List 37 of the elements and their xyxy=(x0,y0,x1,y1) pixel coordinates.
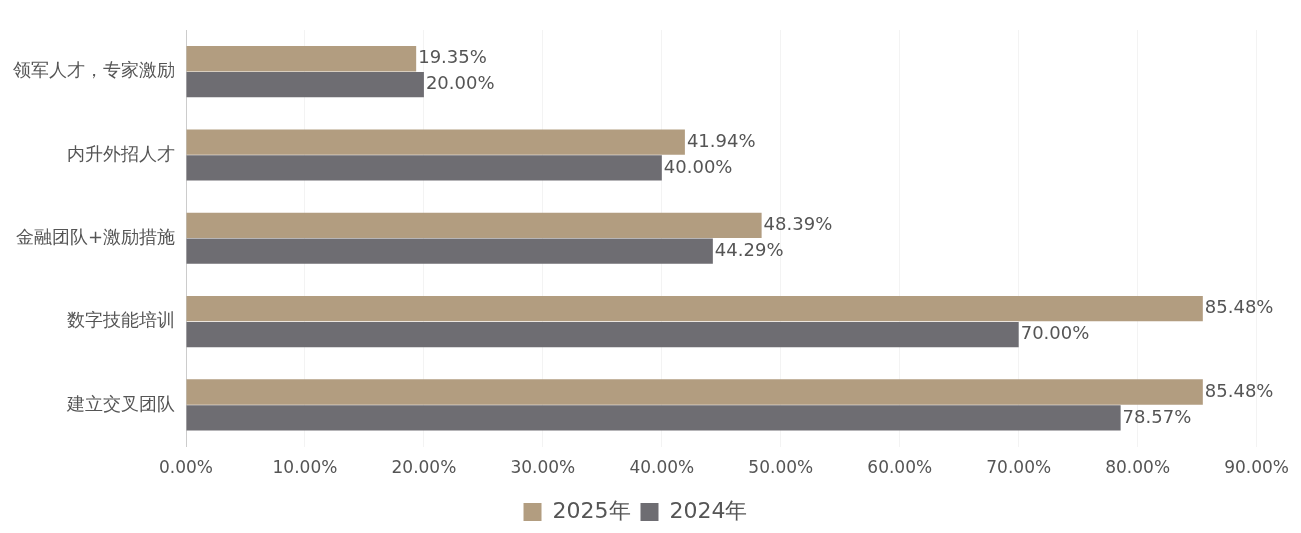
legend-label: 2024年 xyxy=(669,497,748,523)
data-label: 70.00% xyxy=(1020,322,1090,344)
data-label: 41.94% xyxy=(686,129,756,151)
bar xyxy=(186,405,1121,431)
y-tick-label: 数字技能培训 xyxy=(67,309,175,331)
x-tick-label: 20.00% xyxy=(391,457,457,478)
x-tick-label: 40.00% xyxy=(629,457,695,478)
bar xyxy=(186,212,762,239)
x-tick-label: 70.00% xyxy=(986,457,1052,478)
bar xyxy=(186,155,662,181)
x-tick-label: 50.00% xyxy=(748,457,814,478)
bar xyxy=(186,379,1203,405)
y-tick-label: 金融团队+激励措施 xyxy=(15,225,175,247)
bar xyxy=(186,296,1203,322)
data-label: 85.48% xyxy=(1204,296,1274,318)
data-label: 78.57% xyxy=(1122,405,1192,427)
x-tick-label: 30.00% xyxy=(510,457,576,478)
data-label: 48.39% xyxy=(763,213,833,235)
data-label: 44.29% xyxy=(714,238,784,260)
data-label: 20.00% xyxy=(425,72,495,94)
y-tick-label: 内升外招人才 xyxy=(67,142,175,164)
data-label: 19.35% xyxy=(418,46,487,68)
y-tick-label: 领军人才，专家激励 xyxy=(13,59,175,81)
x-tick-label: 90.00% xyxy=(1224,457,1289,478)
legend-label: 2025年 xyxy=(552,497,631,523)
data-label: 40.00% xyxy=(663,155,733,177)
bar xyxy=(186,71,424,98)
x-tick-label: 80.00% xyxy=(1105,457,1171,478)
bar xyxy=(186,46,417,72)
x-tick-label: 0.00% xyxy=(158,457,214,478)
y-tick-label: 建立交叉团队 xyxy=(66,392,175,414)
bar xyxy=(186,129,685,155)
x-tick-label: 10.00% xyxy=(272,457,338,478)
bar xyxy=(186,238,713,264)
x-tick-label: 60.00% xyxy=(867,457,933,478)
data-label: 85.48% xyxy=(1204,379,1274,401)
bar xyxy=(186,321,1019,348)
